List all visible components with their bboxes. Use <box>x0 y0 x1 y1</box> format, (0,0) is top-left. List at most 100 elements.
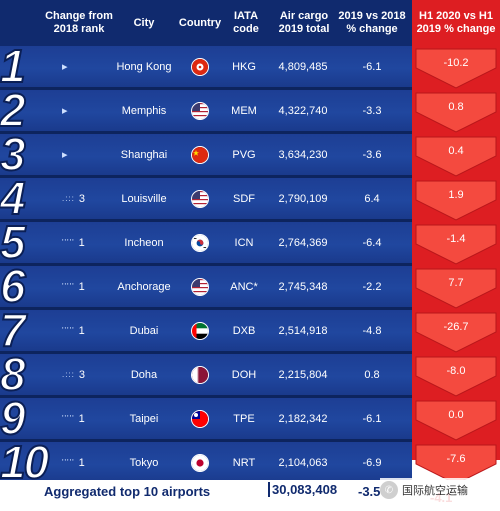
rank-change: ''''' 1 <box>62 442 112 483</box>
rank-change: .::: 3 <box>62 178 112 219</box>
iata-code: ICN <box>234 236 254 249</box>
rank-down-icon: ''''' <box>62 282 75 291</box>
iata-code: NRT <box>232 456 256 469</box>
iata-code: DOH <box>231 368 257 381</box>
change-2019-vs-2018: -6.1 <box>362 412 382 425</box>
iata-code: TPE <box>233 412 255 425</box>
rank-change: ▸ <box>62 90 112 131</box>
city-name: Dubai <box>129 324 159 337</box>
rank-change: .::: 3 <box>62 354 112 395</box>
iata-code: SDF <box>233 192 255 205</box>
usa-flag-icon <box>191 102 209 120</box>
change-2019-vs-2018: -6.1 <box>362 60 382 73</box>
rank-change: ''''' 1 <box>62 266 112 307</box>
city-name: Anchorage <box>117 280 171 293</box>
rank-number: 9 <box>0 392 27 444</box>
header-country: Country <box>178 16 222 29</box>
air-cargo-total: 2,182,342 <box>278 412 328 425</box>
city-name: Doha <box>130 368 158 381</box>
air-cargo-total: 2,745,348 <box>278 280 328 293</box>
rank-down-icon: ''''' <box>62 238 75 247</box>
air-cargo-total: 3,634,230 <box>278 148 328 161</box>
rank-unchanged-icon: ▸ <box>62 105 69 117</box>
h1-change-arrow: 7.7 <box>412 266 500 309</box>
rank-number: 4 <box>0 172 27 224</box>
air-cargo-total: 2,514,918 <box>278 324 328 337</box>
rank-number: 10 <box>0 436 50 488</box>
change-h1-2020-vs-h1-2019: 0.8 <box>448 101 464 113</box>
taiwan-flag-icon <box>191 410 209 428</box>
iata-code: MEM <box>231 104 257 117</box>
h1-change-arrow: 0.8 <box>412 90 500 133</box>
iata-code: DXB <box>232 324 256 337</box>
rank-unchanged-icon: ▸ <box>62 61 69 73</box>
air-cargo-total: 2,764,369 <box>278 236 328 249</box>
change-h1-2020-vs-h1-2019: -8.0 <box>446 365 466 377</box>
rank-number: 8 <box>0 348 27 400</box>
aggregate-change-2019: -3.5 <box>358 484 381 499</box>
h1-change-arrow: 0.0 <box>412 398 500 441</box>
change-2019-vs-2018: -4.8 <box>362 324 382 337</box>
change-h1-2020-vs-h1-2019: 7.7 <box>448 277 464 289</box>
air-cargo-total: 2,104,063 <box>278 456 328 469</box>
change-2019-vs-2018: 0.8 <box>364 368 380 381</box>
change-2019-vs-2018: -6.4 <box>362 236 382 249</box>
header-iata-code: IATA code <box>233 10 259 35</box>
rank-change-value: 1 <box>78 412 85 425</box>
city-name: Tokyo <box>129 456 159 469</box>
change-2019-vs-2018: -3.6 <box>362 148 382 161</box>
rank-down-icon: ''''' <box>62 414 75 423</box>
header-pct-change-h1-2020-vs-h1-2019: H1 2020 vs H1 2019 % change <box>416 10 496 35</box>
change-2019-vs-2018: -3.3 <box>362 104 382 117</box>
iata-code: ANC* <box>230 280 258 293</box>
header-pct-change-2019-vs-2018: 2019 vs 2018 % change <box>338 10 406 35</box>
uae-flag-icon <box>191 322 209 340</box>
header-city: City <box>133 16 155 29</box>
rank-number: 3 <box>0 128 27 180</box>
h1-change-arrow: -1.4 <box>412 222 500 265</box>
air-cargo-total: 4,322,740 <box>278 104 328 117</box>
watermark: ✆ 国际航空运输 <box>380 478 472 502</box>
aggregate-label: Aggregated top 10 airports <box>44 484 211 499</box>
rank-down-icon: ''''' <box>62 326 75 335</box>
change-2019-vs-2018: -6.9 <box>362 456 382 469</box>
rank-change: ''''' 1 <box>62 222 112 263</box>
rank-up-icon: .::: <box>62 194 75 203</box>
rank-down-icon: ''''' <box>62 458 75 467</box>
rank-number: 6 <box>0 260 27 312</box>
change-h1-2020-vs-h1-2019: 1.9 <box>448 189 464 201</box>
rank-change: ▸ <box>62 46 112 87</box>
change-h1-2020-vs-h1-2019: -1.4 <box>446 233 466 245</box>
h1-change-arrow: -10.2 <box>412 46 500 89</box>
qatar-flag-icon <box>191 366 209 384</box>
air-cargo-total: 2,215,804 <box>278 368 328 381</box>
rank-change-value: 1 <box>78 236 85 249</box>
rank-change-value: 3 <box>78 192 86 205</box>
japan-flag-icon <box>191 454 209 472</box>
rank-change-value: 1 <box>78 324 85 337</box>
wechat-logo-icon: ✆ <box>380 481 398 499</box>
city-name: Taipei <box>129 412 159 425</box>
rank-change-value: 1 <box>78 280 85 293</box>
hong-kong-flag-icon <box>191 58 209 76</box>
change-h1-2020-vs-h1-2019: 0.4 <box>448 145 464 157</box>
change-2019-vs-2018: -2.2 <box>362 280 382 293</box>
rank-change-value: 1 <box>78 456 85 469</box>
h1-change-arrow: -8.0 <box>412 354 500 397</box>
change-2019-vs-2018: 6.4 <box>364 192 380 205</box>
rank-change-value: 3 <box>78 368 86 381</box>
rank-unchanged-icon: ▸ <box>62 149 69 161</box>
rank-up-icon: .::: <box>62 370 75 379</box>
usa-flag-icon <box>191 278 209 296</box>
rank-number: 5 <box>0 216 27 268</box>
city-name: Memphis <box>121 104 167 117</box>
rank-change: ▸ <box>62 134 112 175</box>
header-air-cargo-2019-total: Air cargo 2019 total <box>278 10 330 35</box>
rank-number: 1 <box>0 40 27 92</box>
rank-change: ''''' 1 <box>62 398 112 439</box>
change-h1-2020-vs-h1-2019: -26.7 <box>443 321 469 333</box>
h1-change-arrow: -26.7 <box>412 310 500 353</box>
city-name: Hong Kong <box>116 60 172 73</box>
air-cargo-total: 2,790,109 <box>278 192 328 205</box>
header-change-from-2018-rank: Change from 2018 rank <box>45 10 113 35</box>
